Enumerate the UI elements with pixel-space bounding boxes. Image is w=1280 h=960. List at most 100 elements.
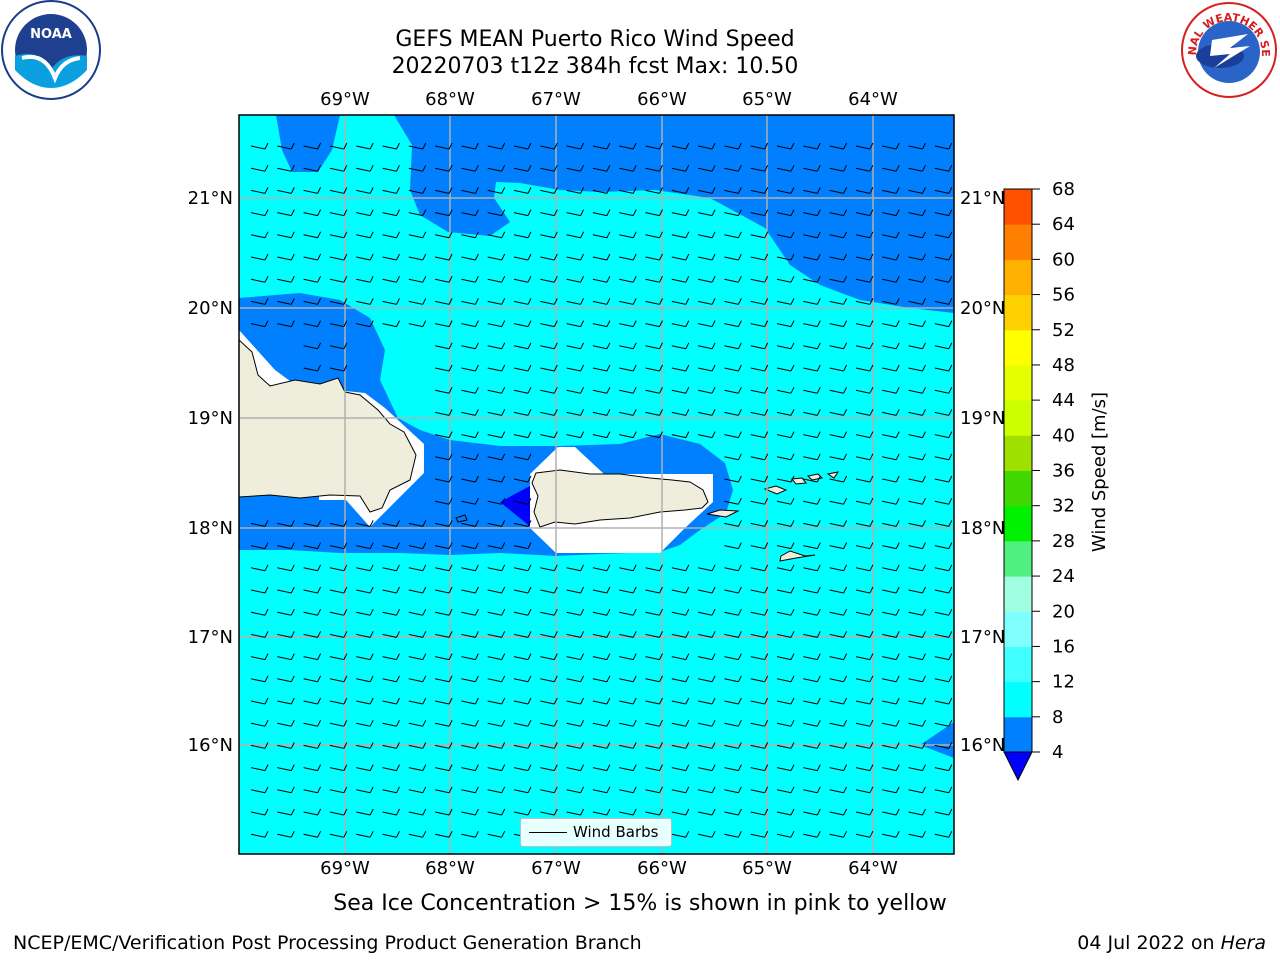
colorbar-tick-label: 8	[1052, 707, 1063, 728]
wind-barb	[724, 231, 742, 239]
wind-barb	[671, 342, 690, 350]
wind-barb	[855, 453, 874, 461]
wind-barb	[382, 275, 400, 283]
wind-barb	[540, 719, 558, 727]
wind-barb	[855, 808, 874, 816]
wind-barb	[513, 719, 532, 727]
wind-barb	[697, 386, 716, 394]
wind-barb	[303, 653, 322, 661]
wind-barb	[329, 142, 348, 150]
wind-barb	[934, 475, 953, 483]
wind-barb	[776, 475, 795, 483]
wind-barb	[882, 586, 900, 594]
lon-tick-label: 69°W	[320, 89, 370, 110]
wind-barb	[513, 742, 532, 749]
wind-barb	[776, 764, 795, 772]
colorbar-bin	[1004, 189, 1032, 225]
wind-barb	[277, 187, 295, 194]
wind-barb	[803, 631, 821, 638]
wind-barb	[776, 320, 795, 328]
colorbar-tick-label: 12	[1052, 672, 1075, 693]
wind-barb	[592, 364, 611, 372]
wind-barb	[408, 631, 427, 638]
wind-barb	[724, 542, 742, 550]
wind-barb	[882, 342, 900, 350]
wind-barb	[829, 253, 848, 261]
wind-barb	[908, 209, 926, 217]
wind-barb	[697, 298, 716, 305]
wind-barb	[645, 386, 663, 394]
wind-barb	[277, 697, 295, 705]
wind-barb	[303, 608, 322, 616]
wind-barb	[803, 386, 821, 394]
wind-barb	[724, 320, 742, 328]
wind-barb	[803, 253, 821, 261]
wind-barb	[356, 164, 374, 172]
wind-barb	[461, 586, 479, 594]
wind-barb	[329, 786, 348, 794]
very-low-wind-patch	[500, 486, 532, 528]
wind-barb	[461, 320, 479, 328]
wind-barb	[934, 719, 953, 727]
wind-barb	[934, 497, 953, 505]
wind-barb	[487, 142, 506, 150]
wind-barb	[855, 298, 874, 305]
wind-barb	[908, 453, 926, 461]
land-mona-island	[455, 514, 468, 523]
wind-barb	[277, 520, 295, 527]
wind-barb	[566, 431, 585, 439]
wind-barb	[513, 475, 532, 483]
wind-barb	[934, 275, 953, 283]
wind-barb	[882, 298, 900, 305]
wind-barb	[750, 631, 769, 638]
wind-barb	[487, 209, 506, 217]
wind-barb	[434, 298, 453, 305]
colorbar-tick-label: 40	[1052, 425, 1075, 446]
wind-barb	[776, 808, 795, 816]
wind-barb	[356, 675, 374, 683]
wind-barb	[750, 520, 769, 527]
wind-barb	[250, 298, 269, 305]
wind-barb	[540, 631, 558, 638]
wind-barb	[513, 364, 532, 372]
wind-barb	[724, 786, 742, 794]
wind-barb	[724, 586, 742, 594]
wind-barb	[592, 209, 611, 217]
wind-barb	[592, 608, 611, 616]
wind-barb	[434, 542, 453, 550]
wind-barb	[408, 719, 427, 727]
wind-barb	[855, 253, 874, 261]
wind-barb	[829, 320, 848, 328]
wind-barb	[434, 209, 453, 217]
wind-barb	[434, 764, 453, 772]
wind-barb	[908, 475, 926, 483]
wind-barb	[303, 209, 322, 217]
wind-barb	[250, 564, 269, 572]
wind-barb	[408, 675, 427, 683]
wind-barb	[934, 386, 953, 394]
wind-barb	[434, 320, 453, 328]
wind-barb	[697, 830, 716, 838]
wind-barb	[619, 253, 637, 261]
colorbar-bin	[1004, 576, 1032, 612]
wind-barb	[408, 542, 427, 550]
wind-barb	[829, 608, 848, 616]
wind-barb	[934, 742, 953, 749]
wind-barb	[592, 142, 611, 150]
wind-barb	[250, 586, 269, 594]
wind-barb	[908, 653, 926, 661]
wind-barb	[461, 231, 479, 239]
wind-barb	[329, 697, 348, 705]
wind-barb	[934, 298, 953, 305]
wind-barb	[645, 653, 663, 661]
wind-barb	[277, 719, 295, 727]
wind-barb	[750, 453, 769, 461]
wind-barb	[277, 275, 295, 283]
wind-barb	[329, 764, 348, 772]
wind-barb	[461, 431, 479, 439]
wind-barb	[408, 697, 427, 705]
wind-barb	[645, 675, 663, 683]
wind-barb	[803, 653, 821, 661]
wind-barb	[277, 808, 295, 816]
colorbar-bin	[1004, 540, 1032, 577]
